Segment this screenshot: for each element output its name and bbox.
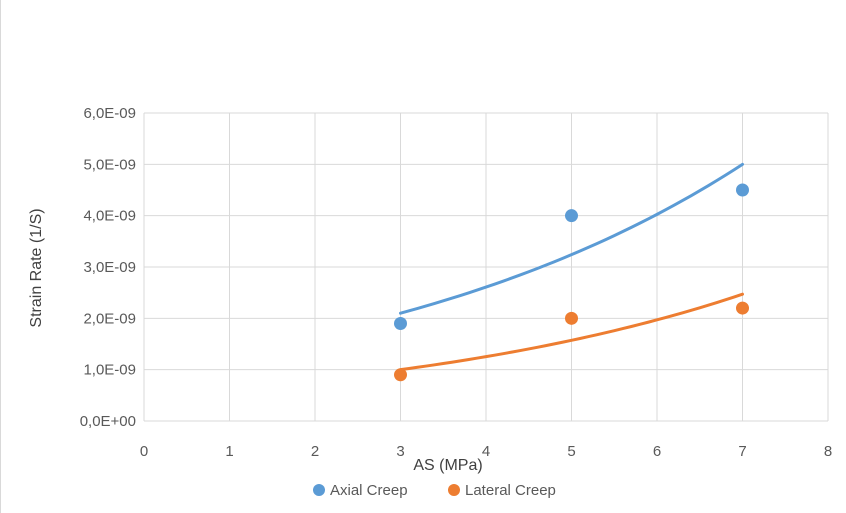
y-tick-label: 3,0E-09 bbox=[83, 259, 136, 276]
legend: Axial Creep Lateral Creep bbox=[313, 482, 556, 499]
x-tick-label: 0 bbox=[140, 443, 148, 460]
data-point-axial-creep bbox=[565, 209, 578, 223]
x-tick-label: 2 bbox=[311, 443, 319, 460]
grid-layer bbox=[143, 112, 829, 422]
trendline-lateral-creep bbox=[399, 292, 744, 372]
y-tick-label: 5,0E-09 bbox=[83, 156, 136, 173]
point-layer bbox=[394, 183, 749, 382]
trendline-axial-creep bbox=[399, 162, 744, 315]
x-tick-label: 7 bbox=[738, 443, 746, 460]
legend-label-axial-creep: Axial Creep bbox=[330, 482, 408, 499]
x-tick-label: 4 bbox=[482, 443, 490, 460]
legend-label-lateral-creep: Lateral Creep bbox=[465, 482, 556, 499]
x-axis-title: AS (MPa) bbox=[413, 457, 482, 474]
y-tick-label: 0,0E+00 bbox=[80, 413, 136, 430]
x-tick-label: 8 bbox=[824, 443, 832, 460]
data-point-axial-creep bbox=[394, 316, 407, 330]
legend-marker-axial-creep bbox=[313, 484, 325, 496]
y-tick-label: 6,0E-09 bbox=[83, 105, 136, 122]
x-tick-label: 5 bbox=[567, 443, 575, 460]
y-tick-label: 4,0E-09 bbox=[83, 208, 136, 225]
trendline-layer bbox=[399, 162, 744, 372]
y-tick-label: 1,0E-09 bbox=[83, 362, 136, 379]
tick-label-layer: 0,0E+00 1,0E-09 2,0E-09 3,0E-09 4,0E-09 5,0E-… bbox=[80, 105, 832, 460]
legend-marker-lateral-creep bbox=[448, 484, 460, 496]
y-axis-title: Strain Rate (1/S) bbox=[28, 208, 45, 327]
x-tick-label: 6 bbox=[653, 443, 661, 460]
x-tick-label: 3 bbox=[396, 443, 404, 460]
data-point-lateral-creep bbox=[565, 311, 578, 325]
data-point-axial-creep bbox=[736, 183, 749, 197]
data-point-lateral-creep bbox=[394, 368, 407, 382]
x-tick-label: 1 bbox=[225, 443, 233, 460]
y-tick-label: 2,0E-09 bbox=[83, 310, 136, 327]
data-point-lateral-creep bbox=[736, 301, 749, 315]
